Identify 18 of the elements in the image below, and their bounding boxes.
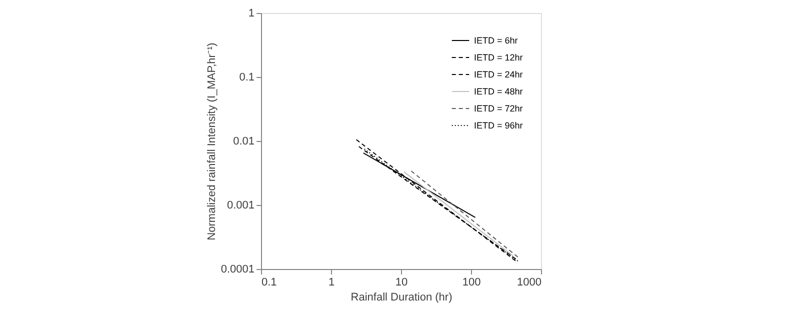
x-tick-label: 0.1 bbox=[262, 276, 277, 288]
legend-label: IETD = 6hr bbox=[474, 36, 518, 46]
x-axis-title: Rainfall Duration (hr) bbox=[350, 292, 452, 304]
legend-label: IETD = 24hr bbox=[474, 70, 523, 80]
y-tick-label: 0.001 bbox=[226, 200, 254, 212]
x-tick-label: 1000 bbox=[517, 276, 542, 288]
y-tick-label: 0.1 bbox=[239, 72, 254, 84]
y-tick-label: 0.01 bbox=[233, 136, 254, 148]
legend-label: IETD = 12hr bbox=[474, 52, 523, 62]
x-tick-label: 100 bbox=[462, 276, 481, 288]
y-axis-title: Normalized rainfall Intensity (I_MAP,hr⁻¹) bbox=[206, 42, 218, 240]
legend-label: IETD = 96hr bbox=[474, 120, 523, 130]
legend-label: IETD = 72hr bbox=[474, 104, 523, 114]
legend-label: IETD = 48hr bbox=[474, 86, 523, 96]
y-tick-label: 1 bbox=[248, 8, 254, 20]
y-tick-label: 0.0001 bbox=[220, 264, 254, 276]
x-tick-label: 1 bbox=[328, 276, 335, 288]
x-tick-label: 10 bbox=[395, 276, 408, 288]
